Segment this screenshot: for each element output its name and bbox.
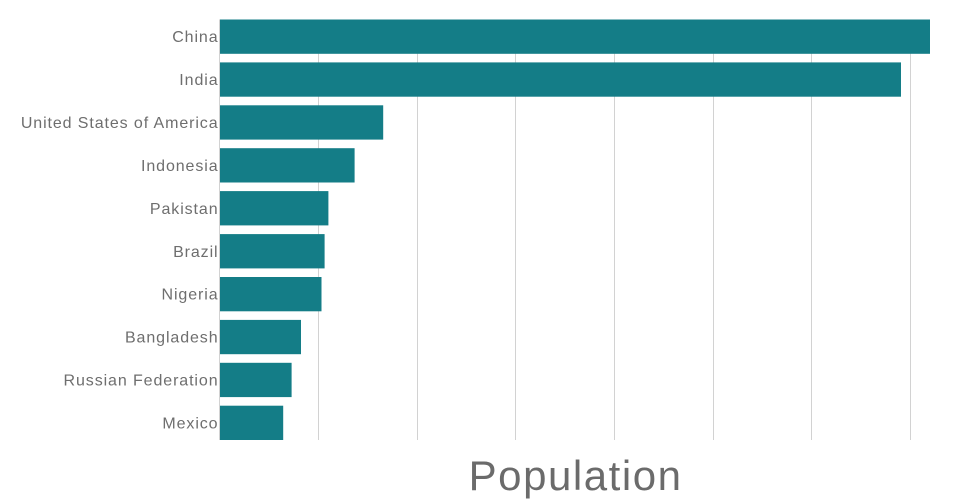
svg-text:Pakistan: Pakistan (150, 201, 219, 218)
svg-text:United States of America: United States of America (21, 115, 219, 132)
svg-text:India: India (179, 72, 218, 89)
svg-text:China: China (172, 29, 218, 46)
svg-text:Indonesia: Indonesia (141, 158, 219, 175)
svg-text:Nigeria: Nigeria (162, 287, 219, 304)
svg-text:Bangladesh: Bangladesh (125, 330, 219, 347)
svg-text:Mexico: Mexico (162, 415, 218, 432)
svg-text:Brazil: Brazil (173, 244, 218, 261)
svg-text:Russian Federation: Russian Federation (64, 373, 219, 390)
svg-text:Population: Population (469, 452, 683, 499)
